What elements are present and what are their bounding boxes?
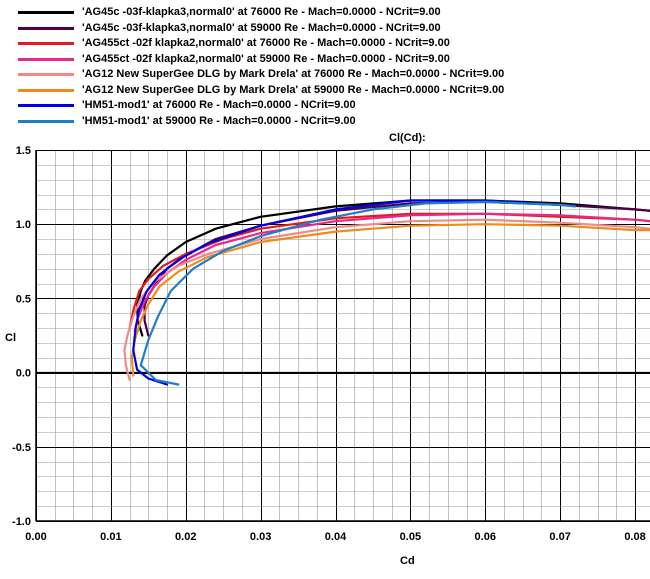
axes	[35, 150, 650, 522]
legend-label: 'AG12 New SuperGee DLG by Mark Drela' at…	[82, 68, 505, 80]
series-line-4	[133, 212, 650, 333]
chart-title: Cl(Cd):	[389, 132, 426, 144]
x-tick-label: 0.01	[100, 531, 121, 543]
y-tick-label: 0.5	[16, 293, 31, 305]
y-tick-label: 1.5	[16, 145, 31, 157]
legend-swatch	[18, 73, 74, 76]
legend-label: 'AG45c -03f-klapka3,normal0' at 59000 Re…	[82, 21, 441, 34]
x-tick-label: 0.03	[250, 531, 271, 543]
y-tick-label: 1.0	[16, 219, 31, 231]
y-tick-label: -0.5	[12, 442, 31, 454]
legend-swatch	[18, 88, 74, 92]
tick-labels: 0.00 0.01 0.02 0.03 0.04 0.05 0.06 0.07 0.08 1.5 1…	[12, 145, 646, 543]
legend-swatch	[18, 57, 74, 61]
series-line-7	[132, 199, 562, 386]
x-tick-label: 0.05	[400, 531, 421, 543]
legend-swatch	[18, 104, 74, 107]
series-line-1	[136, 199, 650, 337]
legend-swatch	[18, 119, 74, 123]
series-line-3	[128, 212, 650, 330]
y-tick-label: 0.0	[16, 368, 31, 380]
legend-swatch	[18, 26, 74, 30]
legend-label: 'HM51-mod1' at 59000 Re - Mach=0.0000 - …	[82, 114, 356, 127]
legend-label: 'AG12 New SuperGee DLG by Mark Drela' at…	[82, 83, 505, 96]
series-line-5	[123, 218, 650, 382]
x-tick-label: 0.02	[175, 531, 196, 543]
series-line-8	[139, 200, 577, 386]
legend-label: 'HM51-mod1' at 76000 Re - Mach=0.0000 - …	[82, 99, 356, 111]
x-tick-label: 0.00	[25, 531, 46, 543]
x-tick-label: 0.07	[549, 531, 570, 543]
y-tick-label: -1.0	[12, 516, 31, 528]
legend-label: 'AG455ct -02f klapka2,normal0' at 76000 …	[82, 37, 450, 49]
grid	[36, 150, 650, 522]
legend-swatch	[18, 11, 74, 14]
x-tick-label: 0.06	[475, 531, 496, 543]
series-lines	[123, 199, 650, 386]
x-axis-label: Cd	[400, 555, 415, 567]
series-line-6	[130, 223, 650, 377]
x-tick-label: 0.04	[325, 531, 347, 543]
legend-label: 'AG455ct -02f klapka2,normal0' at 59000 …	[82, 52, 450, 65]
x-tick-label: 0.08	[624, 531, 645, 543]
y-axis-label: Cl	[5, 332, 16, 344]
legend-label: 'AG45c -03f-klapka3,normal0' at 76000 Re…	[82, 6, 441, 18]
legend-swatch	[18, 42, 74, 45]
